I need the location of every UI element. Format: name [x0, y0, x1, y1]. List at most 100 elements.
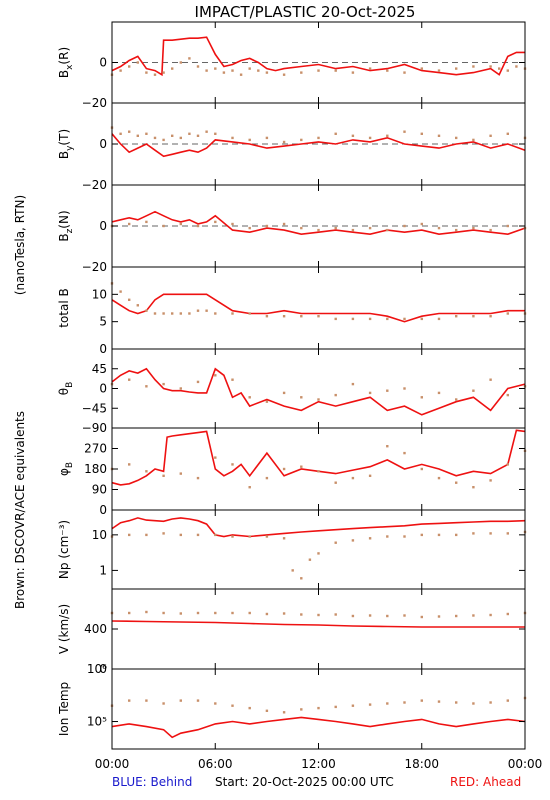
series-dscovr-point: [317, 470, 320, 473]
series-dscovr-point: [386, 134, 389, 137]
series-dscovr-point: [489, 613, 492, 617]
series-dscovr-point: [136, 134, 139, 137]
series-dscovr-point: [188, 312, 191, 315]
series-dscovr-point: [128, 378, 131, 381]
y-tick-label: 0: [99, 503, 107, 517]
panel-bz: −20 0 Bz(N): [57, 184, 527, 274]
x-tick-label: 00:00: [95, 757, 130, 771]
series-ahead-line: [111, 716, 526, 739]
series-dscovr-point: [317, 136, 320, 140]
series-dscovr-point: [214, 312, 217, 315]
series-dscovr-point: [403, 224, 406, 228]
series-dscovr-point: [351, 476, 355, 480]
series-dscovr-point: [222, 71, 226, 74]
series-dscovr-point: [403, 130, 406, 133]
series-dscovr-point: [128, 463, 131, 466]
series-dscovr-point: [300, 613, 303, 616]
series-dscovr-point: [128, 130, 131, 133]
series-dscovr-point: [515, 65, 518, 68]
footer-ahead-label: RED: Ahead: [450, 775, 521, 789]
series-dscovr-point: [368, 391, 372, 395]
series-dscovr-point: [351, 71, 355, 74]
y-tick-label: 1: [99, 563, 107, 577]
series-ahead-line: [111, 620, 525, 628]
series-dscovr-point: [265, 400, 269, 403]
series-dscovr-point: [265, 535, 269, 538]
x-tick-label: 00:00: [508, 757, 543, 771]
series-dscovr-point: [300, 708, 303, 711]
series-dscovr-point: [489, 532, 492, 535]
y-tick-label: 5: [99, 315, 107, 329]
series-dscovr-point: [300, 71, 303, 74]
series-dscovr-point: [317, 552, 320, 555]
series-dscovr-point: [334, 481, 337, 484]
series-dscovr-point: [420, 67, 423, 70]
series-dscovr-point: [300, 577, 303, 580]
series-dscovr-point: [265, 476, 269, 480]
series-ahead-line: [111, 293, 525, 323]
series-dscovr-point: [119, 290, 122, 293]
series-dscovr-point: [231, 136, 234, 140]
series-dscovr-point: [403, 535, 406, 538]
series-dscovr-point: [196, 476, 200, 480]
series-dscovr-point: [248, 138, 251, 142]
series-dscovr-point: [334, 613, 337, 616]
series-dscovr-point: [179, 312, 182, 315]
series-dscovr-point: [351, 539, 355, 542]
series-dscovr-point: [437, 317, 441, 321]
series-dscovr-point: [196, 611, 200, 615]
series-dscovr-point: [455, 533, 458, 537]
y-tick-label: 10⁵: [87, 715, 107, 729]
series-dscovr-point: [128, 298, 131, 301]
series-dscovr-point: [282, 711, 286, 714]
series-dscovr-point: [282, 391, 286, 395]
series-dscovr-point: [136, 304, 139, 307]
series-dscovr-point: [351, 382, 355, 386]
x-tick-label: 12:00: [301, 757, 336, 771]
y-axis-label: Bx(R): [57, 47, 75, 78]
series-dscovr-point: [282, 73, 286, 76]
series-dscovr-point: [386, 614, 389, 618]
series-dscovr-point: [437, 69, 441, 72]
series-dscovr-point: [231, 704, 234, 707]
series-dscovr-point: [420, 222, 423, 226]
y-axis-label: By(T): [57, 129, 75, 159]
y-axis-label: Ion Temp: [57, 682, 71, 736]
series-dscovr-point: [368, 703, 372, 706]
series-dscovr-point: [248, 226, 251, 230]
y-axis-label: V (km/s): [57, 604, 71, 654]
series-dscovr-point: [248, 486, 251, 489]
series-dscovr-point: [351, 134, 355, 137]
series-dscovr-point: [317, 398, 320, 401]
y-axis-label: Np (cm⁻³): [57, 520, 71, 579]
series-dscovr-point: [214, 220, 217, 224]
series-ahead-line: [111, 429, 526, 486]
series-dscovr-point: [265, 315, 269, 318]
series-dscovr-point: [145, 220, 148, 224]
series-dscovr-point: [334, 132, 337, 135]
series-dscovr-point: [128, 65, 131, 68]
y-tick-label: 90: [92, 483, 107, 497]
series-dscovr-point: [420, 132, 423, 135]
series-dscovr-point: [282, 612, 286, 615]
series-dscovr-point: [300, 465, 303, 468]
x-tick-label: 06:00: [198, 757, 233, 771]
series-dscovr-point: [171, 67, 174, 70]
series-dscovr-point: [506, 224, 509, 228]
series-dscovr-point: [498, 67, 501, 70]
series-dscovr-point: [317, 613, 320, 617]
series-dscovr-point: [188, 132, 191, 135]
panel-bx: −20 0 Bx(R): [57, 21, 527, 110]
series-dscovr-point: [248, 706, 251, 710]
series-dscovr-point: [214, 374, 217, 377]
series-dscovr-point: [489, 65, 492, 68]
series-dscovr-point: [351, 228, 355, 232]
y-tick-label: 180: [84, 462, 107, 476]
y-tick-label: 0: [99, 662, 107, 676]
y-tick-label: 0: [99, 219, 107, 233]
series-dscovr-point: [368, 136, 372, 140]
series-dscovr-point: [455, 228, 458, 232]
series-dscovr-point: [437, 615, 441, 618]
series-dscovr-point: [214, 456, 217, 459]
